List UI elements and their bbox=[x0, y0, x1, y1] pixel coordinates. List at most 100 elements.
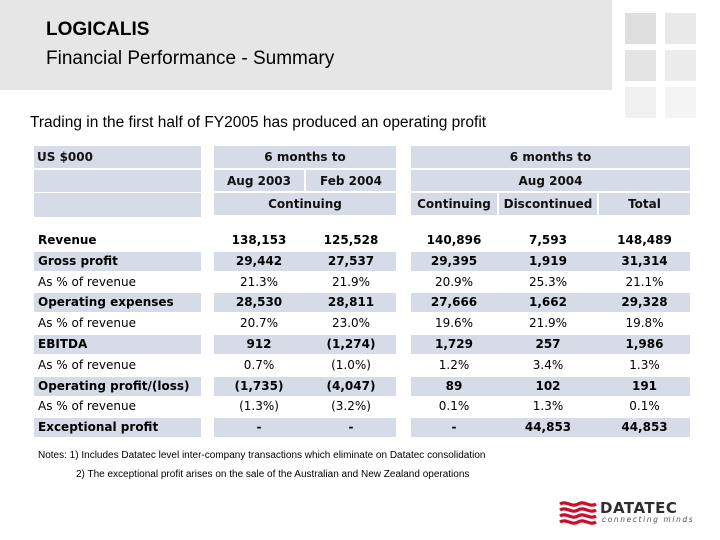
col-discontinued: Discontinued bbox=[499, 193, 597, 215]
row-value: 19.6% bbox=[434, 316, 474, 331]
col-feb-2004: Feb 2004 bbox=[306, 170, 396, 191]
decor-square bbox=[625, 50, 656, 81]
row-value: 25.3% bbox=[528, 274, 568, 289]
row-value: 1,986 bbox=[625, 337, 664, 351]
row-value: 27,537 bbox=[327, 253, 375, 268]
decor-square bbox=[665, 87, 696, 118]
row-shade bbox=[34, 418, 201, 438]
notes-line-1: Notes: 1) Includes Datatec level inter-c… bbox=[38, 450, 486, 461]
row-value: 1.2% bbox=[438, 357, 470, 372]
notes-line-2: 2) The exceptional profit arises on the … bbox=[76, 469, 470, 480]
row-value: 3.4% bbox=[532, 357, 564, 372]
group1-title: 6 months to bbox=[214, 146, 396, 168]
row-value: 21.9% bbox=[331, 274, 371, 289]
row-value: 1.3% bbox=[629, 357, 660, 372]
table-row: As % of revenue 20.7% 23.0% 19.6% 21.9% 19.8% bbox=[34, 314, 690, 333]
title-banner bbox=[0, 0, 612, 90]
row-label: EBITDA bbox=[38, 337, 88, 351]
row-shade bbox=[214, 251, 396, 271]
row-value: 0.7% bbox=[243, 357, 275, 372]
col-aug-2003: Aug 2003 bbox=[214, 170, 304, 191]
row-value: 7,593 bbox=[529, 233, 567, 247]
row-value: 1,919 bbox=[529, 253, 567, 268]
row-value: (1,735) bbox=[234, 378, 284, 393]
row-value: 89 bbox=[445, 378, 463, 393]
row-value: 23.0% bbox=[331, 316, 371, 331]
logo-tagline: connecting minds bbox=[602, 515, 695, 524]
row-shade bbox=[34, 335, 201, 354]
col-continuing: Continuing bbox=[411, 193, 497, 215]
row-label: Gross profit bbox=[38, 253, 118, 268]
row-shade bbox=[214, 418, 396, 438]
row-value: (1.0%) bbox=[331, 357, 371, 372]
table-row: Revenue 138,153 125,528 140,896 7,593 148,489 bbox=[34, 231, 690, 250]
col-aug-2004: Aug 2004 bbox=[411, 170, 690, 191]
row-shade bbox=[214, 376, 396, 396]
row-value: (4,047) bbox=[326, 378, 376, 393]
row-label: As % of revenue bbox=[38, 399, 137, 414]
row-value: 138,153 bbox=[231, 233, 287, 247]
group1-continuing: Continuing bbox=[214, 193, 396, 215]
row-shade bbox=[34, 293, 201, 313]
row-label: As % of revenue bbox=[38, 357, 137, 372]
table-row: As % of revenue (1.3%) (3.2%) 0.1% 1.3% 0.1% bbox=[34, 397, 690, 416]
table-row: Gross profit 29,442 27,537 29,395 1,919 31,31… bbox=[34, 251, 690, 271]
row-label: Revenue bbox=[38, 233, 97, 247]
row-shade bbox=[34, 251, 201, 271]
table-row: As % of revenue 21.3% 21.9% 20.9% 25.3% 21.1% bbox=[34, 273, 690, 292]
row-value: 27,666 bbox=[430, 295, 478, 310]
row-value: 29,442 bbox=[235, 253, 283, 268]
row-value: 140,896 bbox=[426, 233, 482, 247]
decor-square bbox=[625, 87, 656, 118]
row-value: 1.3% bbox=[532, 399, 564, 414]
row-value: 912 bbox=[246, 337, 272, 351]
row-value: (3.2%) bbox=[331, 399, 371, 414]
col-total: Total bbox=[599, 193, 690, 215]
row-shade bbox=[214, 335, 396, 354]
row-value: 28,530 bbox=[235, 295, 283, 310]
table-row: EBITDA 912 (1,274) 1,729 257 1,986 bbox=[34, 335, 690, 354]
row-label: Operating expenses bbox=[38, 295, 174, 310]
row-value: 102 bbox=[535, 378, 561, 393]
company-title: LOGICALIS bbox=[46, 19, 150, 40]
row-value: 28,811 bbox=[327, 295, 375, 310]
row-value: 257 bbox=[535, 337, 561, 351]
row-value: 29,395 bbox=[430, 253, 478, 268]
row-value: 1,729 bbox=[435, 337, 473, 351]
row-label: As % of revenue bbox=[38, 316, 137, 331]
row-value: - bbox=[256, 420, 262, 435]
row-shade bbox=[411, 376, 690, 396]
decor-square bbox=[665, 13, 696, 44]
row-value: - bbox=[348, 420, 354, 435]
row-value: (1,274) bbox=[326, 337, 376, 351]
row-value: - bbox=[451, 420, 457, 435]
row-value: 31,314 bbox=[621, 253, 668, 268]
decor-square bbox=[665, 50, 696, 81]
row-value: (1.3%) bbox=[239, 399, 279, 414]
row-value: 44,853 bbox=[621, 420, 668, 435]
row-value: 191 bbox=[631, 378, 658, 393]
table-row: Operating profit/(loss) (1,735) (4,047) 89 1… bbox=[34, 376, 690, 396]
currency-label: US $000 bbox=[34, 146, 201, 168]
row-shade bbox=[34, 376, 201, 396]
row-shade bbox=[411, 335, 690, 354]
row-value: 21.1% bbox=[625, 274, 664, 289]
headline: Trading in the first half of FY2005 has … bbox=[30, 114, 487, 131]
row-shade bbox=[214, 293, 396, 313]
row-value: 1,662 bbox=[529, 295, 567, 310]
row-value: 0.1% bbox=[629, 399, 660, 414]
decor-square bbox=[625, 13, 656, 44]
row-value: 29,328 bbox=[621, 295, 668, 310]
group2-title: 6 months to bbox=[411, 146, 690, 168]
table-row: As % of revenue 0.7% (1.0%) 1.2% 3.4% 1.3% bbox=[34, 356, 690, 375]
row-shade bbox=[411, 293, 690, 313]
row-label: As % of revenue bbox=[38, 274, 137, 289]
row-value: 148,489 bbox=[617, 233, 672, 247]
row-value: 125,528 bbox=[323, 233, 379, 247]
row-label: Operating profit/(loss) bbox=[38, 378, 190, 393]
row-shade bbox=[411, 418, 690, 438]
row-value: 0.1% bbox=[438, 399, 470, 414]
table-row: Operating expenses 28,530 28,811 27,666 1,66… bbox=[34, 293, 690, 313]
row-value: 19.8% bbox=[625, 316, 664, 331]
row-value: 44,853 bbox=[524, 420, 572, 435]
